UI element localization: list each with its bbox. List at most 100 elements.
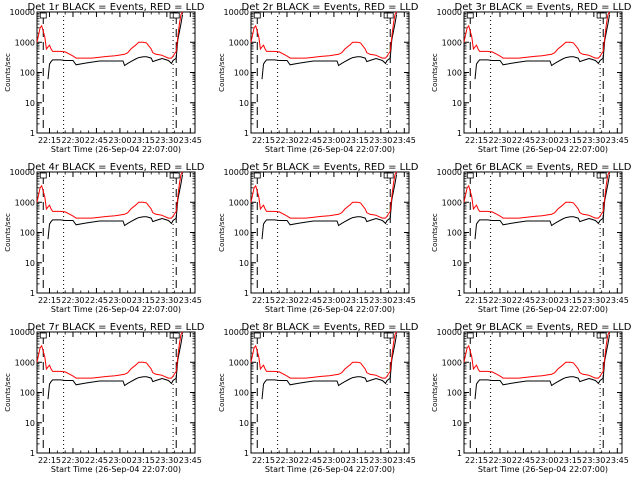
x-tick-label: 22:30 [61, 296, 84, 305]
y-tick-label: 100 [234, 389, 249, 398]
y-tick-label: 1000 [15, 358, 35, 367]
x-tick-label: 22:45 [85, 136, 108, 145]
interval-marker [599, 332, 607, 339]
detector-panel: Det 3r BLACK = Events, RED = LLD 1 10 100 10… [431, 2, 632, 154]
y-tick-label: 1000 [442, 38, 462, 47]
y-tick-label: 100 [234, 69, 249, 78]
y-axis-label: Counts/sec [431, 373, 439, 412]
y-axis-label: Counts/sec [431, 53, 439, 92]
interval-marker [39, 332, 47, 339]
plot-frame [250, 331, 410, 454]
x-tick-label: 22:15 [252, 296, 275, 305]
x-axis-label: Start Time (26-Sep-04 22:07:00) [265, 465, 395, 474]
panel-title: Det 9r BLACK = Events, RED = LLD [455, 322, 632, 333]
x-tick-label: 23:15 [559, 456, 582, 465]
y-tick-label: 1000 [442, 198, 462, 207]
x-tick-label: 22:30 [488, 296, 511, 305]
x-tick-label: 22:15 [465, 136, 488, 145]
detector-panel: Det 6r BLACK = Events, RED = LLD 1 10 100 10… [431, 162, 632, 314]
panel-title: Det 5r BLACK = Events, RED = LLD [242, 162, 419, 173]
x-tick-label: 23:00 [108, 296, 131, 305]
y-tick-label: 1000 [442, 358, 462, 367]
interval-marker [172, 332, 180, 339]
y-tick-label: 10000 [224, 8, 249, 17]
events-series-line [474, 14, 610, 80]
panel-title: Det 6r BLACK = Events, RED = LLD [455, 162, 632, 173]
x-tick-label: 23:30 [155, 136, 178, 145]
y-tick-label: 1000 [15, 198, 35, 207]
x-axis-label: Start Time (26-Sep-04 22:07:00) [51, 305, 181, 314]
x-tick-label: 23:15 [559, 136, 582, 145]
x-tick-label: 23:30 [155, 296, 178, 305]
plot-frame [36, 331, 196, 454]
x-tick-label: 23:30 [155, 456, 178, 465]
x-tick-label: 22:45 [299, 456, 322, 465]
x-tick-label: 23:15 [132, 136, 155, 145]
y-tick-label: 1000 [229, 198, 249, 207]
interval-marker [253, 172, 261, 179]
x-axis-label: Start Time (26-Sep-04 22:07:00) [478, 465, 608, 474]
x-tick-label: 23:30 [582, 296, 605, 305]
y-tick-label: 10 [239, 419, 249, 428]
lld-series-line [463, 331, 610, 379]
y-tick-label: 100 [20, 69, 35, 78]
y-tick-label: 1000 [229, 358, 249, 367]
lld-series-line [36, 331, 183, 379]
y-axis-label: Counts/sec [218, 53, 226, 92]
x-tick-label: 23:00 [535, 296, 558, 305]
x-tick-label: 22:30 [275, 456, 298, 465]
y-tick-label: 1 [244, 449, 249, 458]
panel-title: Det 7r BLACK = Events, RED = LLD [28, 322, 205, 333]
y-axis-label: Counts/sec [4, 213, 12, 252]
detector-panel: Det 5r BLACK = Events, RED = LLD 1 10 100 10… [218, 162, 419, 314]
x-tick-label: 22:30 [275, 296, 298, 305]
detector-panel: Det 8r BLACK = Events, RED = LLD 1 10 100 10… [218, 322, 419, 474]
y-tick-label: 10 [452, 419, 462, 428]
y-tick-label: 100 [20, 389, 35, 398]
x-axis-label: Start Time (26-Sep-04 22:07:00) [51, 465, 181, 474]
y-tick-label: 1000 [229, 38, 249, 47]
detector-panel: Det 9r BLACK = Events, RED = LLD 1 10 100 10… [431, 322, 632, 474]
y-tick-label: 1 [244, 129, 249, 138]
y-tick-label: 100 [234, 229, 249, 238]
x-tick-label: 23:15 [346, 296, 369, 305]
plot-frame [36, 171, 196, 294]
panel-title: Det 1r BLACK = Events, RED = LLD [28, 2, 205, 13]
y-tick-label: 100 [447, 229, 462, 238]
x-tick-label: 23:15 [132, 296, 155, 305]
interval-marker [172, 12, 180, 19]
x-tick-label: 23:45 [393, 456, 416, 465]
y-tick-label: 10 [452, 259, 462, 268]
panel-title: Det 2r BLACK = Events, RED = LLD [242, 2, 419, 13]
x-tick-label: 23:00 [322, 456, 345, 465]
x-tick-label: 23:15 [559, 296, 582, 305]
x-tick-label: 22:30 [275, 136, 298, 145]
panel-title: Det 3r BLACK = Events, RED = LLD [455, 2, 632, 13]
x-axis-label: Start Time (26-Sep-04 22:07:00) [478, 145, 608, 154]
x-tick-label: 23:15 [346, 136, 369, 145]
x-tick-label: 23:30 [582, 456, 605, 465]
interval-marker [386, 12, 394, 19]
detector-panel: Det 4r BLACK = Events, RED = LLD 1 10 100 10… [4, 162, 205, 314]
lld-series-line [250, 171, 397, 219]
x-tick-label: 22:15 [38, 136, 61, 145]
x-tick-label: 22:15 [252, 136, 275, 145]
detector-panel: Det 2r BLACK = Events, RED = LLD 1 10 100 10… [218, 2, 419, 154]
x-tick-label: 22:15 [38, 456, 61, 465]
lld-series-line [36, 11, 183, 59]
y-tick-label: 1 [457, 449, 462, 458]
y-axis-label: Counts/sec [4, 373, 12, 412]
y-tick-label: 10000 [437, 328, 462, 337]
events-series-line [474, 334, 610, 400]
x-tick-label: 23:45 [393, 136, 416, 145]
y-tick-label: 10 [25, 99, 35, 108]
interval-marker [39, 12, 47, 19]
x-axis-label: Start Time (26-Sep-04 22:07:00) [265, 305, 395, 314]
y-tick-label: 1000 [15, 38, 35, 47]
x-tick-label: 22:15 [252, 456, 275, 465]
lld-series-line [463, 171, 610, 219]
x-tick-label: 23:45 [393, 296, 416, 305]
panel-title: Det 8r BLACK = Events, RED = LLD [242, 322, 419, 333]
detector-panel: Det 7r BLACK = Events, RED = LLD 1 10 100 10… [4, 322, 205, 474]
